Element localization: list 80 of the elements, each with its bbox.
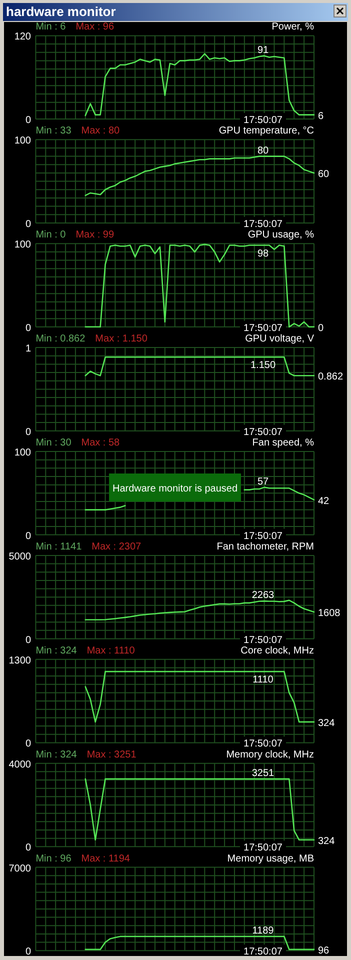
text: Max : 96: [76, 22, 115, 33]
y-tick-label: 0: [25, 218, 32, 230]
annotation: 80: [257, 145, 269, 156]
line-series: [84, 53, 315, 116]
annotation: 17:50:07: [244, 842, 283, 854]
annotation: 17:50:07: [244, 115, 283, 126]
text: Min : 0.862: [36, 334, 86, 345]
text: 0: [318, 322, 324, 334]
annotation: 1189: [252, 925, 274, 936]
text: Max : 80: [81, 126, 120, 137]
chart-title: GPU voltage, V: [245, 334, 314, 345]
annotation: 91: [257, 44, 269, 56]
y-tick-label: 1300: [8, 655, 32, 666]
y-tick-label: 5000: [8, 551, 32, 562]
annotation: 17:50:07: [244, 322, 283, 334]
annotation: Hardware monitor is paused: [112, 484, 238, 494]
text: Max : 1110: [86, 645, 136, 656]
annotation: 17:50:07: [244, 946, 283, 958]
y-tick-label: 0: [25, 946, 32, 958]
annotation: 1.150: [250, 360, 276, 372]
annotation: 17:50:07: [244, 530, 283, 542]
text: 6: [318, 110, 324, 122]
y-tick-label: 0: [25, 634, 32, 646]
annotation: 98: [257, 248, 269, 260]
text: Max : 3251: [86, 749, 137, 760]
annotation: 1110: [252, 674, 274, 686]
text: Max : 99: [76, 230, 115, 241]
text: Min : 324: [36, 645, 78, 656]
annotation: 2263: [252, 590, 275, 602]
y-tick-label: 0: [25, 322, 32, 334]
y-tick-label: 100: [14, 136, 32, 147]
text: Min : 0: [36, 230, 66, 241]
text: 324: [318, 718, 336, 729]
text: Max : 2307: [92, 541, 142, 552]
y-tick-label: 100: [14, 448, 32, 458]
text: 324: [318, 836, 336, 847]
text: 60: [318, 168, 330, 180]
y-tick-label: 100: [14, 240, 32, 251]
line-series: [84, 356, 315, 376]
annotation: 17:50:07: [244, 634, 283, 646]
text: Min : 1141: [36, 541, 82, 552]
text: hardware monitor: [6, 4, 116, 19]
text: 1608: [318, 608, 341, 619]
chart-title: GPU temperature, °C: [218, 126, 314, 137]
annotation: 17:50:07: [244, 426, 283, 438]
text: Min : 324: [36, 749, 78, 760]
text: Max : 1.150: [95, 334, 148, 345]
line-series: [84, 600, 315, 620]
y-tick-label: 4000: [8, 759, 32, 770]
annotation: 17:50:07: [244, 218, 283, 230]
text: Min : 6: [36, 22, 66, 33]
chart-title: Fan tachometer, RPM: [216, 541, 314, 552]
y-tick-label: 0: [25, 738, 32, 750]
y-tick-label: 7000: [8, 863, 32, 874]
y-tick-label: 0: [25, 115, 32, 126]
y-tick-label: 0: [25, 426, 32, 438]
text: Min : 30: [36, 438, 72, 448]
y-tick-label: 0: [25, 842, 32, 854]
line-series: [84, 778, 315, 841]
text: 0.862: [318, 372, 344, 383]
line-series: [84, 156, 315, 196]
text: Max : 58: [81, 438, 120, 448]
text: Min : 33: [36, 126, 72, 137]
chart-title: GPU usage, %: [248, 230, 314, 241]
annotation: 17:50:07: [244, 738, 283, 750]
y-tick-label: 120: [14, 32, 32, 43]
annotation: 57: [257, 476, 269, 488]
y-tick-label: 1: [25, 344, 32, 355]
chart-title: Memory clock, MHz: [226, 749, 314, 760]
y-tick-label: 0: [25, 530, 32, 542]
text: 42: [318, 496, 330, 507]
annotation: 3251: [252, 768, 275, 779]
chart-title: Core clock, MHz: [240, 645, 314, 656]
text: 96: [318, 945, 330, 956]
chart-title: Memory usage, MB: [227, 853, 314, 864]
line-series: [84, 670, 315, 723]
text: Max : 1194: [81, 853, 130, 864]
text: Min : 96: [36, 853, 72, 864]
chart-title: Power, %: [272, 22, 314, 33]
chart-title: Fan speed, %: [252, 438, 314, 448]
